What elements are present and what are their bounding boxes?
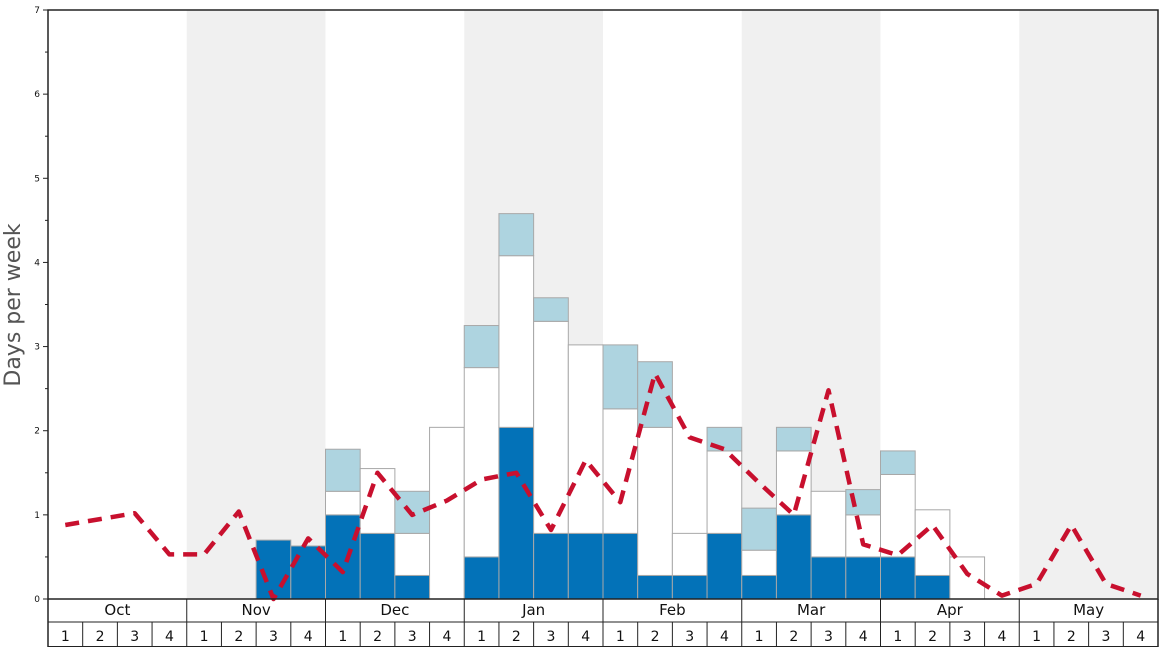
bar-segment-white bbox=[429, 426, 465, 600]
week-label: 1 bbox=[338, 629, 347, 645]
x-axis-month-week-labels: Oct 1 2 3 4 Nov 1 2 3 4 Dec 1 2 3 4 Jan 1 2 3 4 Feb 1 2 3 4 Mar 1 2… bbox=[47, 599, 1159, 647]
bar-segment-dark bbox=[325, 514, 361, 600]
week-label: 2 bbox=[512, 629, 521, 645]
bar-segment-white bbox=[394, 532, 431, 576]
bar-segment-dark bbox=[290, 545, 326, 600]
bar-segment-dark bbox=[810, 556, 847, 600]
bar-segment-dark bbox=[880, 556, 916, 600]
bar-segment-dark bbox=[671, 574, 708, 600]
week-label: 2 bbox=[651, 629, 660, 645]
bar-segment-light bbox=[325, 448, 361, 492]
week-label: 3 bbox=[547, 629, 556, 645]
bar-segment-light bbox=[498, 213, 535, 257]
bar-segment-white bbox=[671, 532, 708, 576]
bar-segment-white bbox=[845, 514, 881, 558]
bar-segment-dark bbox=[463, 556, 500, 600]
month-label-dec: Dec bbox=[380, 601, 409, 619]
bar-segment-white bbox=[498, 255, 535, 428]
bar-segment-dark bbox=[706, 532, 743, 600]
week-label: 3 bbox=[130, 629, 139, 645]
y-tick-label: 6 bbox=[34, 90, 40, 100]
bar-segment-white bbox=[602, 408, 639, 534]
week-label: 3 bbox=[1102, 629, 1111, 645]
y-tick-label: 0 bbox=[34, 595, 40, 605]
month-label-feb: Feb bbox=[659, 601, 686, 619]
bar-segment-dark bbox=[914, 574, 951, 600]
dashed-line-path bbox=[64, 371, 1142, 602]
week-label: 4 bbox=[997, 629, 1006, 645]
y-tick-label: 1 bbox=[34, 511, 40, 521]
month-label-nov: Nov bbox=[241, 601, 270, 619]
bar-segment-white bbox=[637, 426, 673, 576]
week-label: 1 bbox=[1032, 629, 1041, 645]
y-tick-label: 3 bbox=[34, 343, 40, 353]
week-label: 3 bbox=[963, 629, 972, 645]
week-label: 3 bbox=[824, 629, 833, 645]
week-label: 2 bbox=[789, 629, 798, 645]
week-label: 1 bbox=[477, 629, 486, 645]
week-label: 4 bbox=[304, 629, 313, 645]
bar-segment-white bbox=[533, 320, 569, 534]
y-tick-label: 7 bbox=[34, 6, 40, 16]
bar-segment-white bbox=[914, 509, 951, 576]
bar-segment-light bbox=[637, 361, 673, 428]
bar-segment-light bbox=[463, 325, 500, 369]
week-label: 4 bbox=[720, 629, 729, 645]
week-label: 3 bbox=[269, 629, 278, 645]
week-label: 1 bbox=[616, 629, 625, 645]
y-axis-label: Days per week bbox=[1, 223, 26, 386]
bar-segment-dark bbox=[533, 532, 569, 600]
bar-segment-light bbox=[533, 297, 569, 322]
bar-segment-white bbox=[741, 549, 777, 576]
week-label: 4 bbox=[442, 629, 451, 645]
week-label: 1 bbox=[61, 629, 70, 645]
bar-segment-white bbox=[567, 344, 604, 534]
week-label: 2 bbox=[96, 629, 105, 645]
week-label: 1 bbox=[893, 629, 902, 645]
week-label: 3 bbox=[685, 629, 694, 645]
bar-segment-light bbox=[880, 450, 916, 475]
week-label: 2 bbox=[1067, 629, 1076, 645]
bar-segment-dark bbox=[741, 574, 777, 600]
bar-segment-white bbox=[325, 490, 361, 516]
month-label-jan: Jan bbox=[521, 601, 545, 619]
month-band-may bbox=[1019, 10, 1158, 599]
y-tick-label: 2 bbox=[34, 427, 40, 437]
week-label: 2 bbox=[234, 629, 243, 645]
bar-segment-light bbox=[741, 507, 777, 551]
dashed-line-series bbox=[64, 371, 1142, 602]
bar-segment-white bbox=[359, 468, 396, 534]
week-label: 4 bbox=[165, 629, 174, 645]
week-label: 4 bbox=[1136, 629, 1145, 645]
week-label: 2 bbox=[373, 629, 382, 645]
y-tick-labels: 0 1 2 3 4 5 6 7 bbox=[34, 6, 40, 605]
week-label: 2 bbox=[928, 629, 937, 645]
month-label-mar: Mar bbox=[797, 601, 826, 619]
bar-segment-dark bbox=[567, 532, 604, 600]
week-label: 4 bbox=[581, 629, 590, 645]
bar-segment-dark bbox=[394, 574, 431, 600]
month-label-oct: Oct bbox=[104, 601, 130, 619]
bar-segment-dark bbox=[498, 426, 535, 600]
y-tick-label: 4 bbox=[34, 258, 40, 268]
bar-segment-white bbox=[949, 556, 986, 600]
month-band-nov bbox=[186, 10, 326, 599]
bar-segment-dark bbox=[845, 556, 881, 600]
week-label: 3 bbox=[408, 629, 417, 645]
bar-segment-white bbox=[810, 490, 847, 558]
bar-segment-dark bbox=[775, 514, 812, 600]
bar-segment-dark bbox=[602, 532, 639, 600]
bar-segment-dark bbox=[637, 574, 673, 600]
y-tick-label: 5 bbox=[34, 174, 40, 184]
bar-segment-light bbox=[602, 344, 639, 410]
bar-segment-white bbox=[463, 367, 500, 558]
bar-segment-light bbox=[775, 426, 812, 452]
month-label-may: May bbox=[1073, 601, 1104, 619]
month-label-apr: Apr bbox=[937, 601, 964, 619]
week-label: 1 bbox=[200, 629, 209, 645]
bar-segment-dark bbox=[359, 532, 396, 600]
week-label: 4 bbox=[859, 629, 868, 645]
week-label: 1 bbox=[755, 629, 764, 645]
